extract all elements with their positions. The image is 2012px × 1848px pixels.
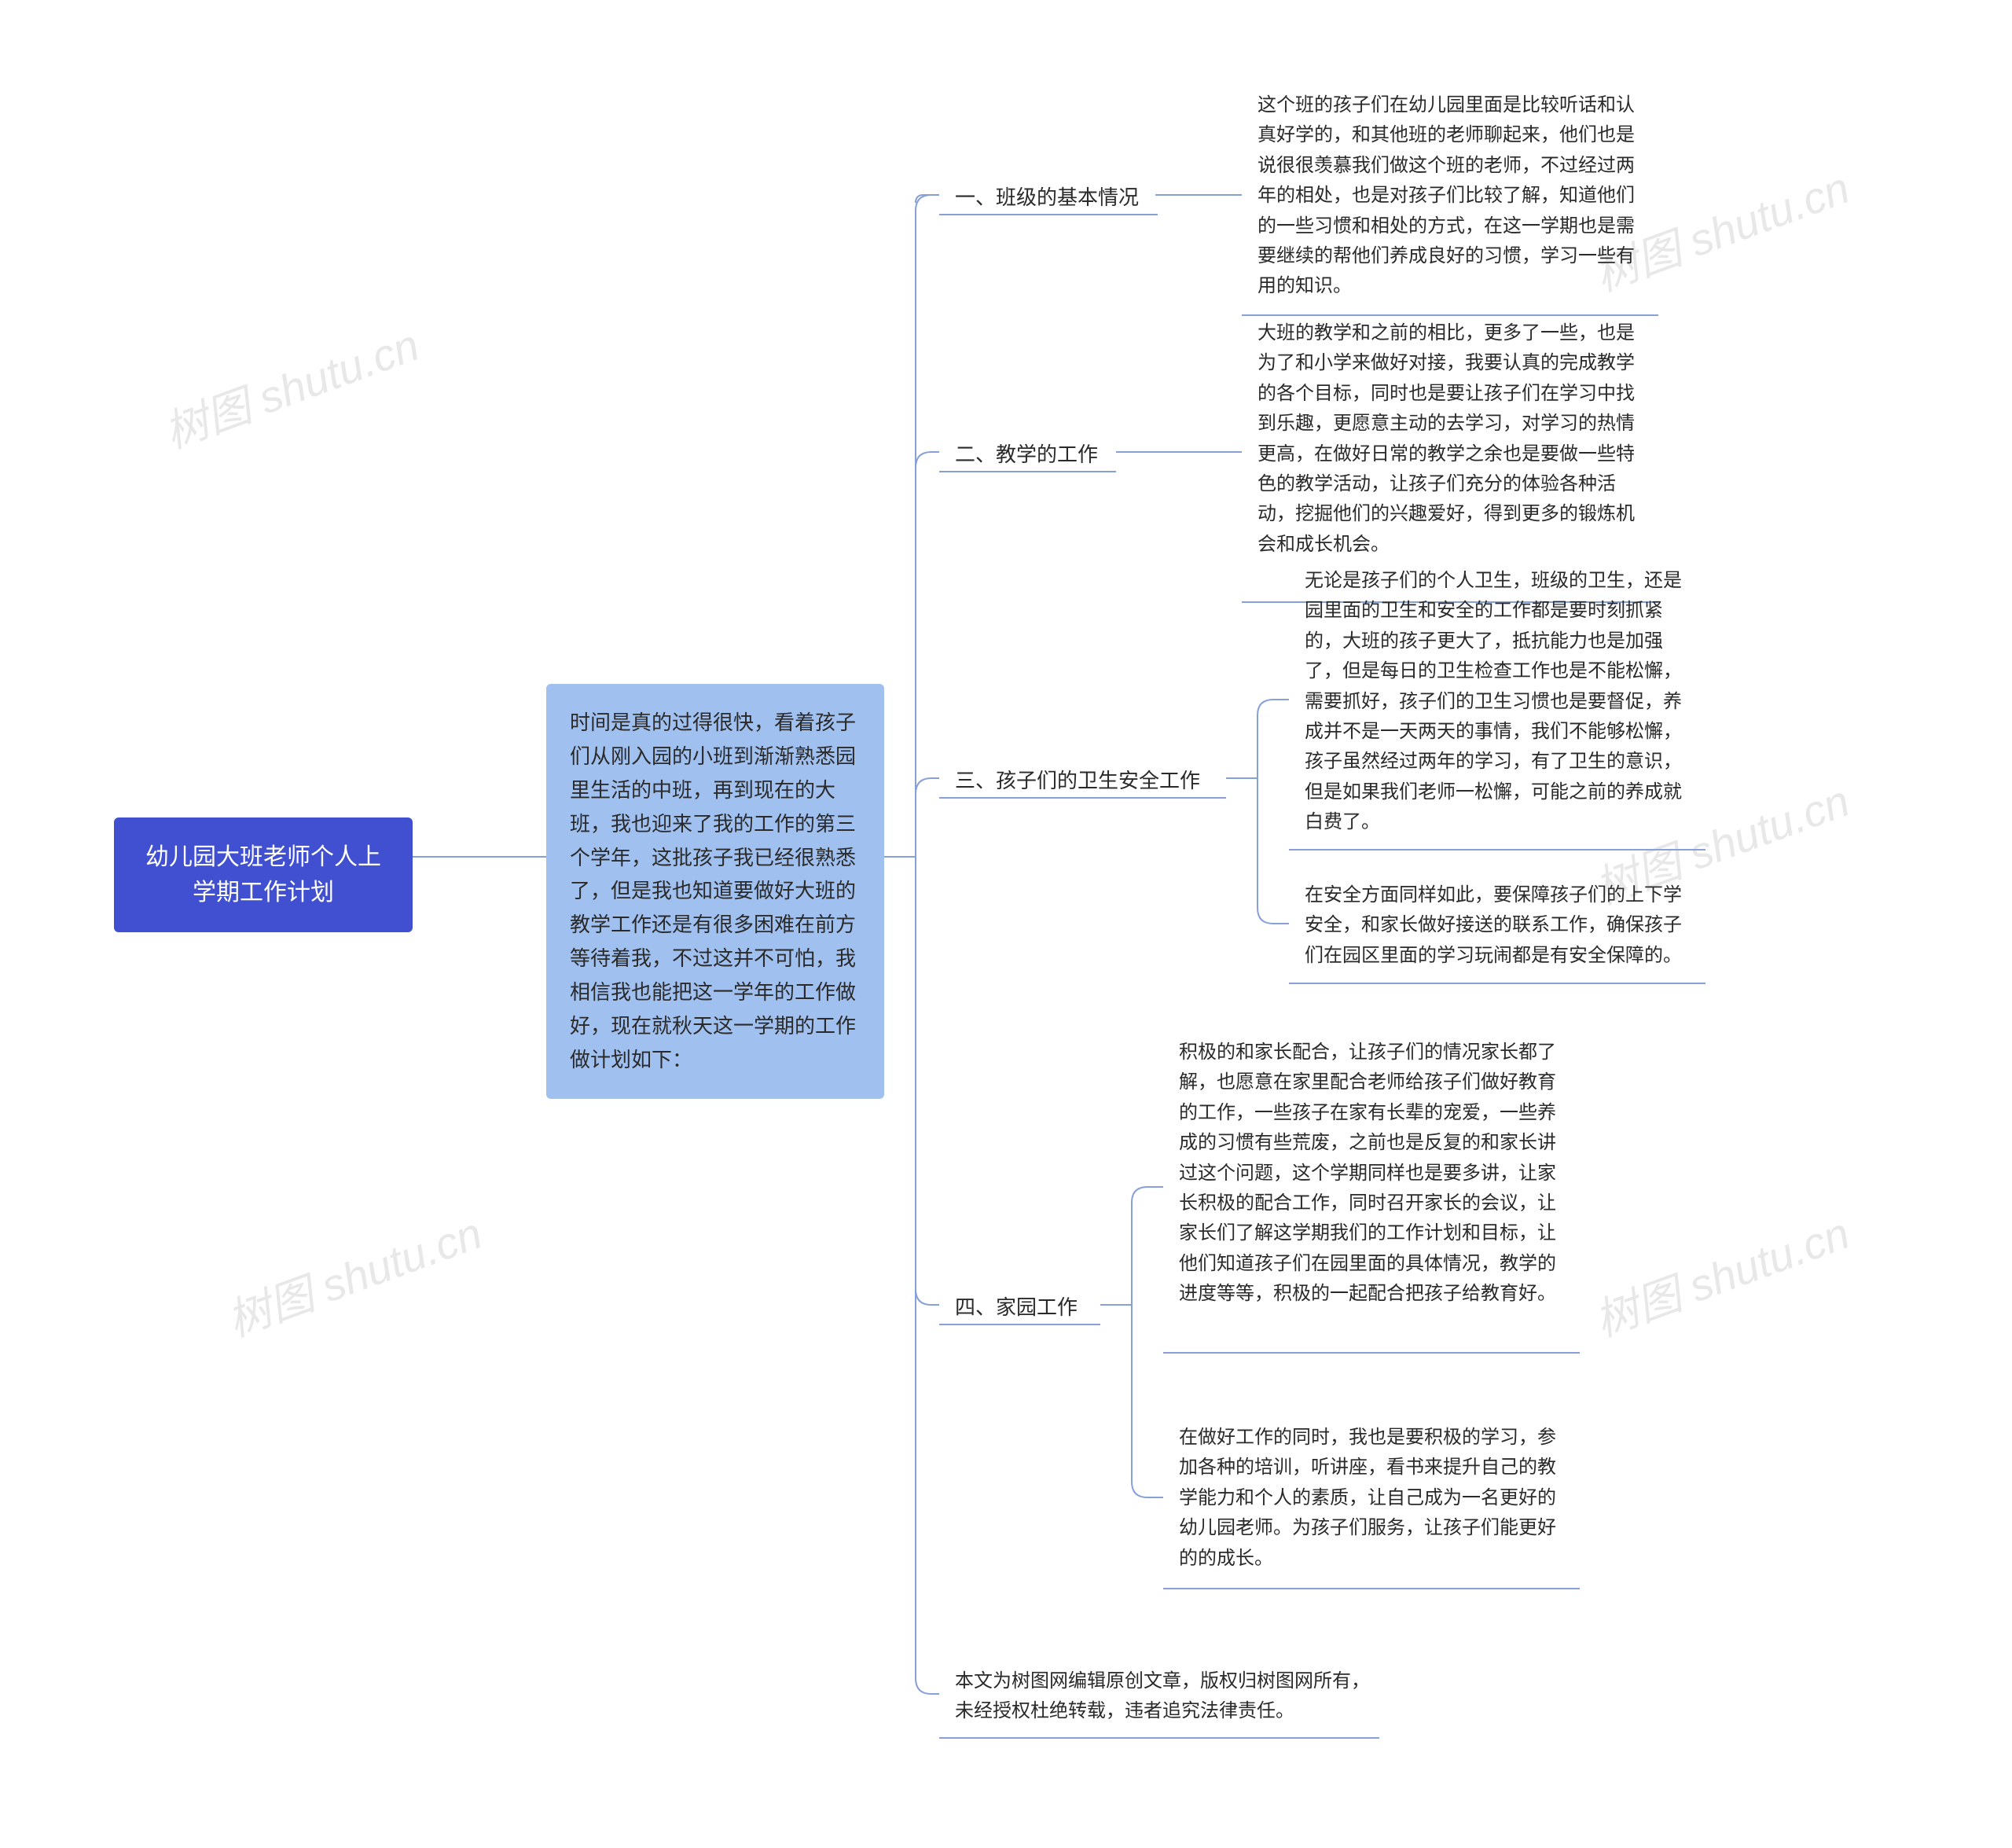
leaf-underline	[1242, 314, 1658, 316]
branch-4-leaf-2: 在做好工作的同时，我也是要积极的学习，参加各种的培训，听讲座，看书来提升自己的教…	[1179, 1423, 1572, 1574]
branch-underline	[939, 1737, 1379, 1739]
leaf-text: 大班的教学和之前的相比，更多了一些，也是为了和小学来做好对接，我要认真的完成教学…	[1258, 322, 1635, 555]
leaf-underline	[1289, 849, 1705, 851]
branch-1: 一、班级的基本情况	[955, 182, 1139, 213]
branch-2: 二、教学的工作	[955, 439, 1098, 470]
mindmap-intro: 时间是真的过得很快，看着孩子们从刚入园的小班到渐渐熟悉园里生活的中班，再到现在的…	[546, 684, 884, 1099]
branch-4: 四、家园工作	[955, 1292, 1078, 1323]
branch-underline	[939, 1324, 1100, 1325]
branch-5-label: 本文为树图网编辑原创文章，版权归树图网所有，未经授权杜绝转载，违者追究法律责任。	[955, 1670, 1370, 1721]
branch-1-leaf-1: 这个班的孩子们在幼儿园里面是比较听话和认真好学的，和其他班的老师聊起来，他们也是…	[1258, 90, 1650, 302]
leaf-underline	[1163, 1352, 1580, 1354]
watermark: 树图 shutu.cn	[154, 310, 427, 461]
branch-3-leaf-2: 在安全方面同样如此，要保障孩子们的上下学安全，和家长做好接送的联系工作，确保孩子…	[1305, 880, 1698, 971]
root-title: 幼儿园大班老师个人上学期工作计划	[145, 844, 381, 906]
leaf-underline	[1163, 1588, 1580, 1589]
watermark: 树图 shutu.cn	[217, 1198, 490, 1349]
leaf-text: 在安全方面同样如此，要保障孩子们的上下学安全，和家长做好接送的联系工作，确保孩子…	[1305, 884, 1682, 966]
branch-4-leaf-1: 积极的和家长配合，让孩子们的情况家长都了解，也愿意在家里配合老师给孩子们做好教育…	[1179, 1038, 1572, 1310]
branch-2-label: 二、教学的工作	[955, 443, 1098, 466]
intro-text: 时间是真的过得很快，看着孩子们从刚入园的小班到渐渐熟悉园里生活的中班，再到现在的…	[570, 711, 856, 1071]
leaf-text: 在做好工作的同时，我也是要积极的学习，参加各种的培训，听讲座，看书来提升自己的教…	[1179, 1427, 1556, 1569]
branch-3: 三、孩子们的卫生安全工作	[955, 766, 1200, 796]
branch-2-leaf-1: 大班的教学和之前的相比，更多了一些，也是为了和小学来做好对接，我要认真的完成教学…	[1258, 318, 1650, 560]
branch-5: 本文为树图网编辑原创文章，版权归树图网所有，未经授权杜绝转载，违者追究法律责任。	[955, 1666, 1371, 1727]
branch-underline	[939, 797, 1226, 799]
mindmap-root: 幼儿园大班老师个人上学期工作计划	[114, 817, 413, 932]
branch-4-label: 四、家园工作	[955, 1295, 1078, 1319]
branch-3-leaf-1: 无论是孩子们的个人卫生，班级的卫生，还是园里面的卫生和安全的工作都是要时刻抓紧的…	[1305, 566, 1698, 838]
branch-3-label: 三、孩子们的卫生安全工作	[955, 769, 1200, 792]
leaf-underline	[1289, 983, 1705, 984]
leaf-text: 无论是孩子们的个人卫生，班级的卫生，还是园里面的卫生和安全的工作都是要时刻抓紧的…	[1305, 570, 1682, 832]
branch-underline	[939, 471, 1116, 472]
branch-underline	[939, 214, 1158, 215]
branch-1-label: 一、班级的基本情况	[955, 186, 1139, 209]
leaf-text: 积极的和家长配合，让孩子们的情况家长都了解，也愿意在家里配合老师给孩子们做好教育…	[1179, 1042, 1556, 1304]
leaf-text: 这个班的孩子们在幼儿园里面是比较听话和认真好学的，和其他班的老师聊起来，他们也是…	[1258, 94, 1635, 296]
watermark: 树图 shutu.cn	[1584, 1198, 1857, 1349]
